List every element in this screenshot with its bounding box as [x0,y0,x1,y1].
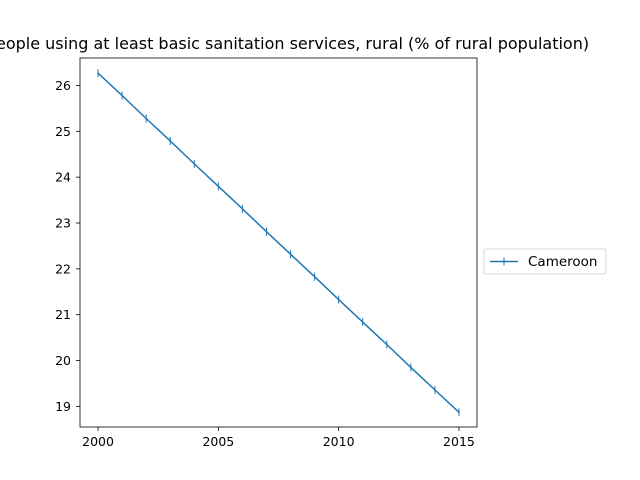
y-tick-label: 23 [55,216,71,231]
y-tick-label: 22 [55,261,71,276]
series-line-cameroon [96,72,461,414]
legend-box [483,248,607,275]
y-tick-label: 26 [55,78,71,93]
chart-title: People using at least basic sanitation s… [0,34,589,53]
y-tick-label: 20 [55,353,71,368]
x-axis: 2000 2005 2010 2015 [82,427,475,449]
x-tick-label: 2015 [443,434,475,449]
legend-label-cameroon: Cameroon [528,254,597,270]
x-tick-label: 2000 [82,434,114,449]
x-tick-label: 2010 [323,434,355,449]
plot-area-frame [79,57,478,428]
legend: Cameroon [483,248,607,275]
x-tick-label: 2005 [202,434,234,449]
y-tick-label: 21 [55,307,71,322]
y-axis: 19 20 21 22 23 24 25 26 [55,78,80,414]
y-tick-label: 19 [55,399,71,414]
series-layer [96,69,461,417]
y-tick-label: 25 [55,124,71,139]
y-tick-label: 24 [55,170,71,185]
